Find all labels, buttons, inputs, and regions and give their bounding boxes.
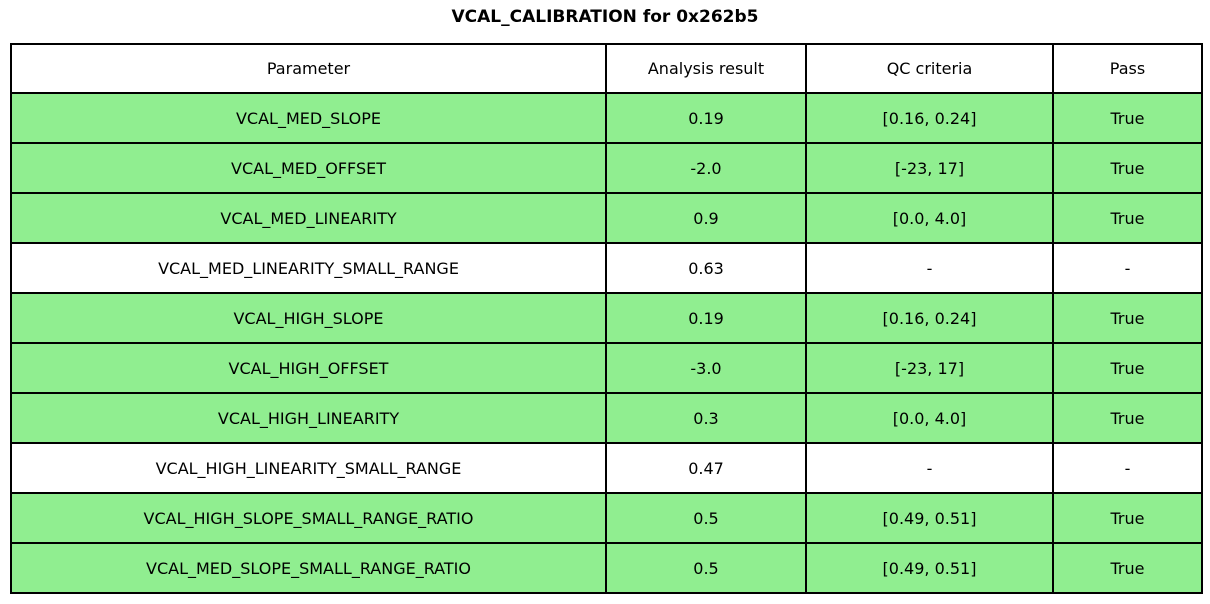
result-cell: -3.0 xyxy=(605,342,807,394)
pass-cell: True xyxy=(1052,92,1203,144)
result-cell: 0.19 xyxy=(605,292,807,344)
pass-cell: True xyxy=(1052,392,1203,444)
table-row: VCAL_MED_SLOPE 0.19 [0.16, 0.24] True xyxy=(10,92,1203,144)
table-row: VCAL_HIGH_LINEARITY_SMALL_RANGE 0.47 - - xyxy=(10,442,1203,494)
table-row: VCAL_MED_LINEARITY_SMALL_RANGE 0.63 - - xyxy=(10,242,1203,294)
parameter-cell: VCAL_MED_LINEARITY xyxy=(10,192,607,244)
qc-results-table: Parameter Analysis result QC criteria Pa… xyxy=(10,43,1203,594)
criteria-cell: [-23, 17] xyxy=(805,342,1054,394)
column-header-analysis-result: Analysis result xyxy=(605,43,807,94)
criteria-cell: [-23, 17] xyxy=(805,142,1054,194)
criteria-cell: [0.49, 0.51] xyxy=(805,492,1054,544)
criteria-cell: [0.49, 0.51] xyxy=(805,542,1054,594)
pass-cell: True xyxy=(1052,542,1203,594)
parameter-cell: VCAL_HIGH_OFFSET xyxy=(10,342,607,394)
parameter-cell: VCAL_HIGH_LINEARITY xyxy=(10,392,607,444)
result-cell: 0.5 xyxy=(605,492,807,544)
criteria-cell: [0.16, 0.24] xyxy=(805,292,1054,344)
result-cell: 0.63 xyxy=(605,242,807,294)
page-title: VCAL_CALIBRATION for 0x262b5 xyxy=(451,7,759,27)
pass-cell: - xyxy=(1052,442,1203,494)
table-header-row: Parameter Analysis result QC criteria Pa… xyxy=(10,43,1203,94)
table-row: VCAL_HIGH_LINEARITY 0.3 [0.0, 4.0] True xyxy=(10,392,1203,444)
pass-cell: True xyxy=(1052,342,1203,394)
criteria-cell: [0.0, 4.0] xyxy=(805,192,1054,244)
result-cell: 0.5 xyxy=(605,542,807,594)
table-row: VCAL_MED_SLOPE_SMALL_RANGE_RATIO 0.5 [0.… xyxy=(10,542,1203,594)
pass-cell: - xyxy=(1052,242,1203,294)
result-cell: 0.19 xyxy=(605,92,807,144)
column-header-parameter: Parameter xyxy=(10,43,607,94)
parameter-cell: VCAL_MED_OFFSET xyxy=(10,142,607,194)
parameter-cell: VCAL_MED_LINEARITY_SMALL_RANGE xyxy=(10,242,607,294)
criteria-cell: - xyxy=(805,242,1054,294)
criteria-cell: [0.0, 4.0] xyxy=(805,392,1054,444)
table-row: VCAL_HIGH_SLOPE 0.19 [0.16, 0.24] True xyxy=(10,292,1203,344)
column-header-pass: Pass xyxy=(1052,43,1203,94)
pass-cell: True xyxy=(1052,292,1203,344)
result-cell: 0.9 xyxy=(605,192,807,244)
parameter-cell: VCAL_MED_SLOPE_SMALL_RANGE_RATIO xyxy=(10,542,607,594)
pass-cell: True xyxy=(1052,492,1203,544)
column-header-qc-criteria: QC criteria xyxy=(805,43,1054,94)
criteria-cell: - xyxy=(805,442,1054,494)
criteria-cell: [0.16, 0.24] xyxy=(805,92,1054,144)
result-cell: 0.3 xyxy=(605,392,807,444)
table-row: VCAL_MED_OFFSET -2.0 [-23, 17] True xyxy=(10,142,1203,194)
result-cell: 0.47 xyxy=(605,442,807,494)
table-row: VCAL_HIGH_SLOPE_SMALL_RANGE_RATIO 0.5 [0… xyxy=(10,492,1203,544)
parameter-cell: VCAL_HIGH_SLOPE_SMALL_RANGE_RATIO xyxy=(10,492,607,544)
table-row: VCAL_MED_LINEARITY 0.9 [0.0, 4.0] True xyxy=(10,192,1203,244)
parameter-cell: VCAL_HIGH_SLOPE xyxy=(10,292,607,344)
pass-cell: True xyxy=(1052,142,1203,194)
table-row: VCAL_HIGH_OFFSET -3.0 [-23, 17] True xyxy=(10,342,1203,394)
pass-cell: True xyxy=(1052,192,1203,244)
parameter-cell: VCAL_MED_SLOPE xyxy=(10,92,607,144)
parameter-cell: VCAL_HIGH_LINEARITY_SMALL_RANGE xyxy=(10,442,607,494)
result-cell: -2.0 xyxy=(605,142,807,194)
